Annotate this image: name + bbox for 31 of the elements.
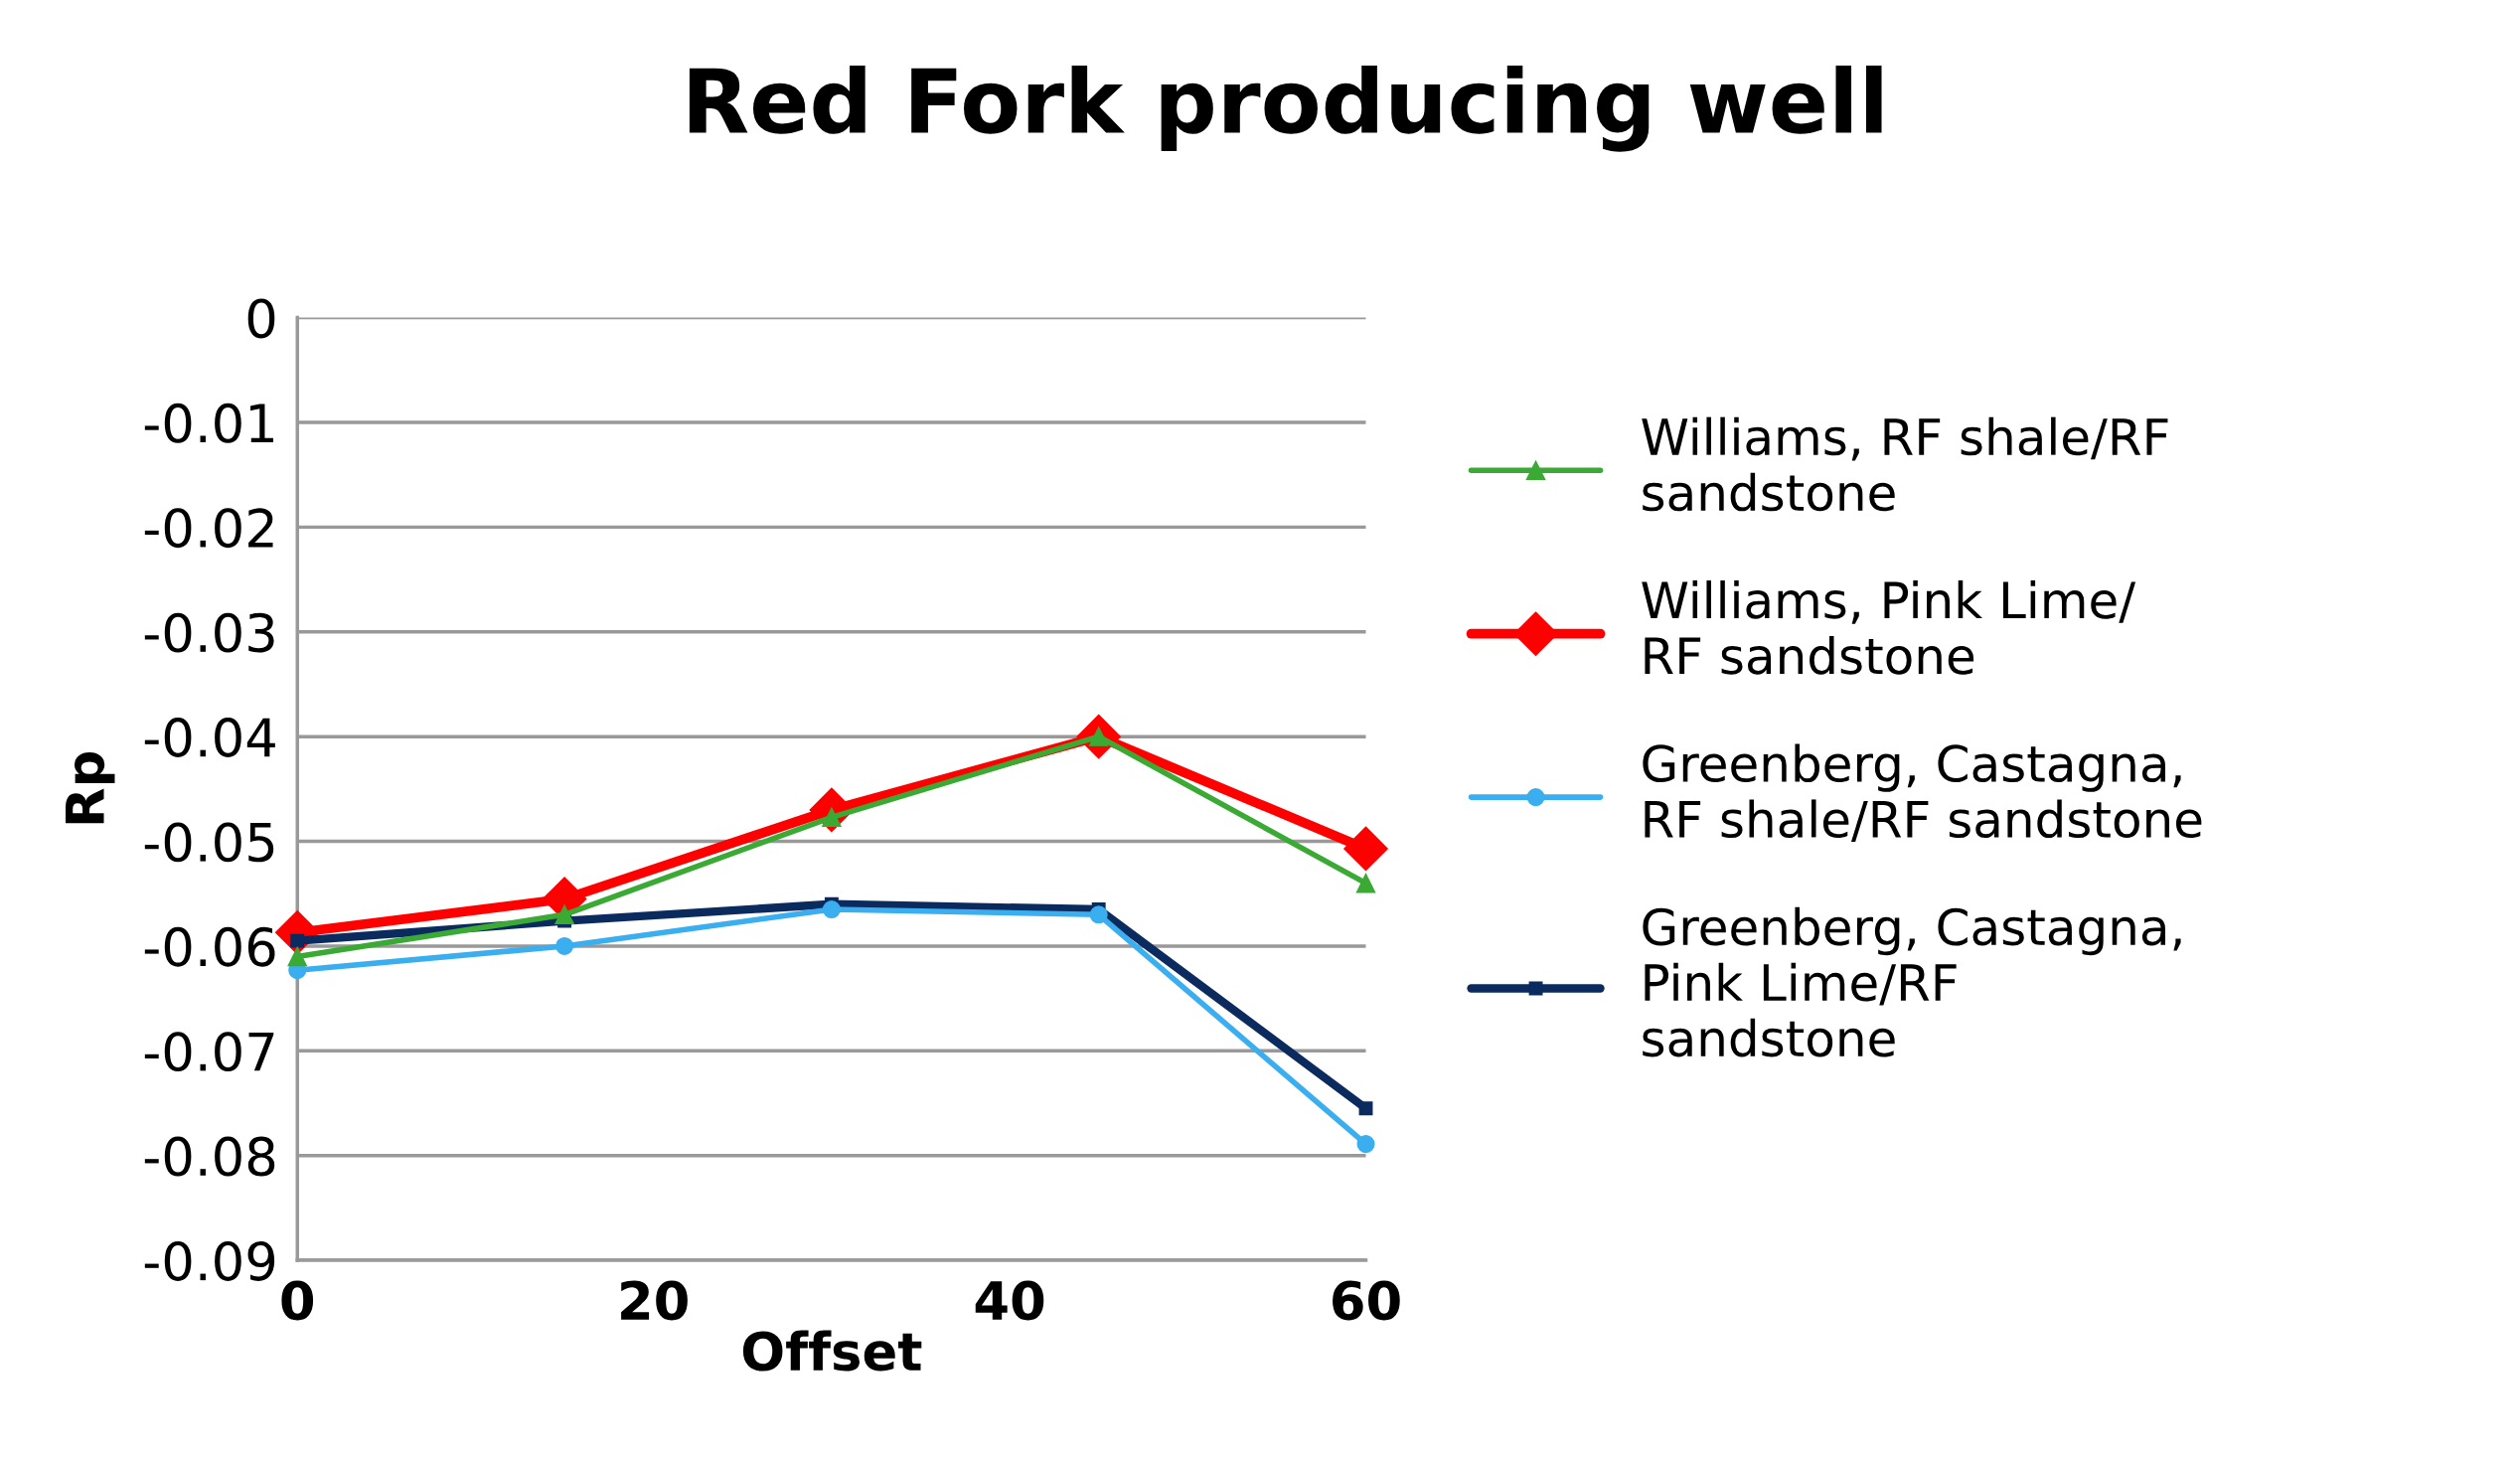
legend-label: Williams, RF shale/RF sandstone [1642, 416, 2168, 512]
point [1358, 1101, 1373, 1116]
y-tick-label: -0.04 [144, 718, 275, 757]
point [1356, 1135, 1375, 1154]
legend-label: Greenberg, Castagna, RF shale/RF sandstone [1643, 743, 2202, 843]
y-tick-label: -0.09 [144, 1240, 275, 1281]
point [1343, 826, 1388, 872]
x-tick-label: 40 [975, 1280, 1044, 1321]
y-tick-label: -0.07 [144, 1032, 274, 1072]
y-tick-label: -0.03 [144, 612, 274, 653]
y-tick-label: -0.01 [144, 403, 273, 443]
x-tick-label: 20 [621, 1280, 688, 1321]
x-tick-label: 0 [281, 1280, 314, 1321]
point [1089, 905, 1108, 924]
point [287, 946, 307, 967]
x-tick-label: 60 [1333, 1280, 1400, 1321]
point [290, 933, 305, 948]
legend-label: Greenberg, Castagna, Pink Lime/RF sandstone [1643, 906, 2181, 1057]
y-tick-label: -0.02 [144, 508, 273, 549]
chart-title: Red Fork producing well [689, 65, 1882, 152]
y-tick-label: 0 [247, 298, 275, 339]
y-tick-label: -0.06 [144, 926, 275, 967]
y-tick-label: -0.05 [144, 822, 274, 863]
y-axis-title: Rp [66, 752, 115, 824]
legend-label: Williams, Pink Lime/ RF sandstone [1642, 580, 2136, 675]
point [1355, 873, 1376, 893]
point [555, 936, 574, 955]
point [822, 900, 841, 919]
point [554, 904, 574, 925]
x-axis-title: Offset [742, 1330, 922, 1372]
y-tick-label: -0.08 [144, 1136, 275, 1177]
